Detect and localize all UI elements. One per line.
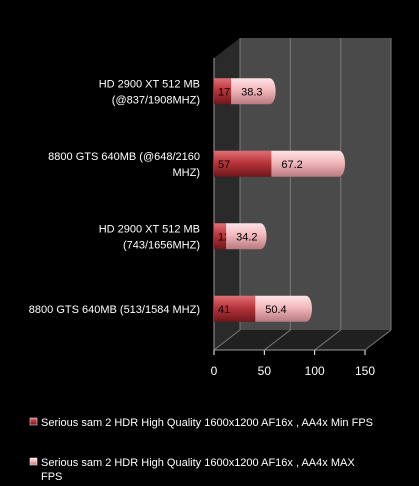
- bar-segment-min-fps: [214, 150, 272, 177]
- floor: [214, 330, 391, 350]
- category-label: (@837/1908MHZ): [112, 94, 200, 106]
- legend-label: Serious sam 2 HDR High Quality 1600x1200…: [41, 457, 355, 483]
- bar-segment-max-fps: [231, 78, 270, 105]
- data-label: 41: [218, 304, 230, 316]
- x-tick-labels: 0 50 100 150: [211, 364, 376, 378]
- data-label: 50.4: [265, 304, 286, 316]
- x-tick-label: 100: [305, 364, 325, 378]
- data-label: 57: [218, 159, 230, 171]
- legend-swatch: [29, 417, 38, 426]
- data-label: 34.2: [236, 231, 257, 243]
- back-wall: [240, 38, 391, 330]
- category-label: MHZ): [173, 167, 201, 179]
- data-label: 17: [218, 86, 230, 98]
- floor-gridline: [213, 329, 241, 351]
- bar-cap: [333, 150, 346, 177]
- legend-label: Serious sam 2 HDR High Quality 1600x1200…: [41, 417, 373, 429]
- plot-background: [214, 38, 391, 350]
- x-tick-label: 150: [355, 364, 375, 378]
- bar-cap: [254, 223, 267, 250]
- floor-gridline: [364, 329, 392, 351]
- category-label: 8800 GTS 640MB (513/1584 MHZ): [29, 304, 200, 316]
- legend-swatch: [29, 457, 38, 466]
- category-labels: HD 2900 XT 512 MB (@837/1908MHZ) 8800 GTS …: [29, 78, 200, 316]
- bar-segment-max-fps: [255, 295, 307, 322]
- category-label: 8800 GTS 640MB (@648/2160: [48, 151, 200, 163]
- floor-gridline: [264, 329, 291, 351]
- side-wall: [214, 38, 240, 350]
- bar-segment-min-fps: [214, 295, 256, 322]
- category-label: HD 2900 XT 512 MB: [99, 223, 200, 235]
- category-label: (743/1656MHZ): [123, 239, 200, 251]
- bar-segment-max-fps: [271, 150, 340, 177]
- bar-cap: [300, 295, 313, 322]
- bar-cap: [263, 78, 276, 105]
- x-tick-label: 0: [211, 364, 218, 378]
- bars-group: 17 38.357 67.212 34.241 50.4: [214, 78, 346, 322]
- legend: Serious sam 2 HDR High Quality 1600x1200…: [29, 417, 373, 483]
- floor-gridline: [314, 329, 341, 351]
- category-label: HD 2900 XT 512 MB: [99, 78, 200, 90]
- data-label: 38.3: [241, 86, 262, 98]
- x-tick-label: 50: [258, 364, 272, 378]
- data-label: 67.2: [281, 159, 302, 171]
